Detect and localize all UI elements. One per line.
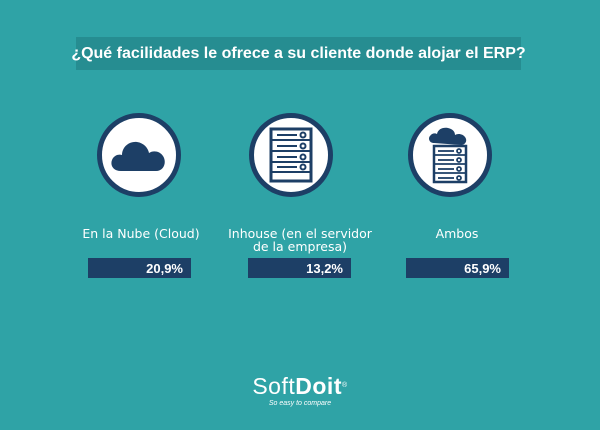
category-label-both: Ambos — [377, 227, 537, 240]
logo-doit: Doit — [295, 373, 342, 399]
server-icon-circle — [249, 113, 333, 197]
cloud-server-icon — [429, 127, 468, 184]
server-rack-icon — [269, 127, 313, 183]
registered-mark: ® — [341, 382, 348, 389]
cloud-icon-circle — [97, 113, 181, 197]
softdoit-logo: SoftDoit® So easy to compare — [0, 374, 600, 407]
value-bar-inhouse: 13,2% — [248, 258, 351, 278]
cloud-server-icon-circle — [408, 113, 492, 197]
value-label: 13,2% — [306, 260, 343, 276]
chart-title: ¿Qué facilidades le ofrece a su cliente … — [71, 37, 526, 70]
logo-wordmark: SoftDoit® — [0, 374, 600, 398]
value-bar-both: 65,9% — [406, 258, 509, 278]
logo-tagline: So easy to compare — [268, 400, 332, 407]
category-label-line: Ambos — [435, 226, 479, 241]
cloud-icon — [111, 141, 165, 171]
category-label-cloud: En la Nube (Cloud) — [61, 227, 221, 240]
category-label-line: En la Nube (Cloud) — [82, 226, 200, 241]
category-label-inhouse: Inhouse (en el servidor de la empresa) — [220, 227, 380, 253]
value-label: 20,9% — [146, 260, 183, 276]
value-label: 65,9% — [464, 260, 501, 276]
value-bar-cloud: 20,9% — [88, 258, 191, 278]
category-label-line: Inhouse (en el servidor — [228, 226, 372, 241]
logo-soft: Soft — [252, 373, 296, 399]
category-label-line: de la empresa) — [252, 239, 348, 254]
